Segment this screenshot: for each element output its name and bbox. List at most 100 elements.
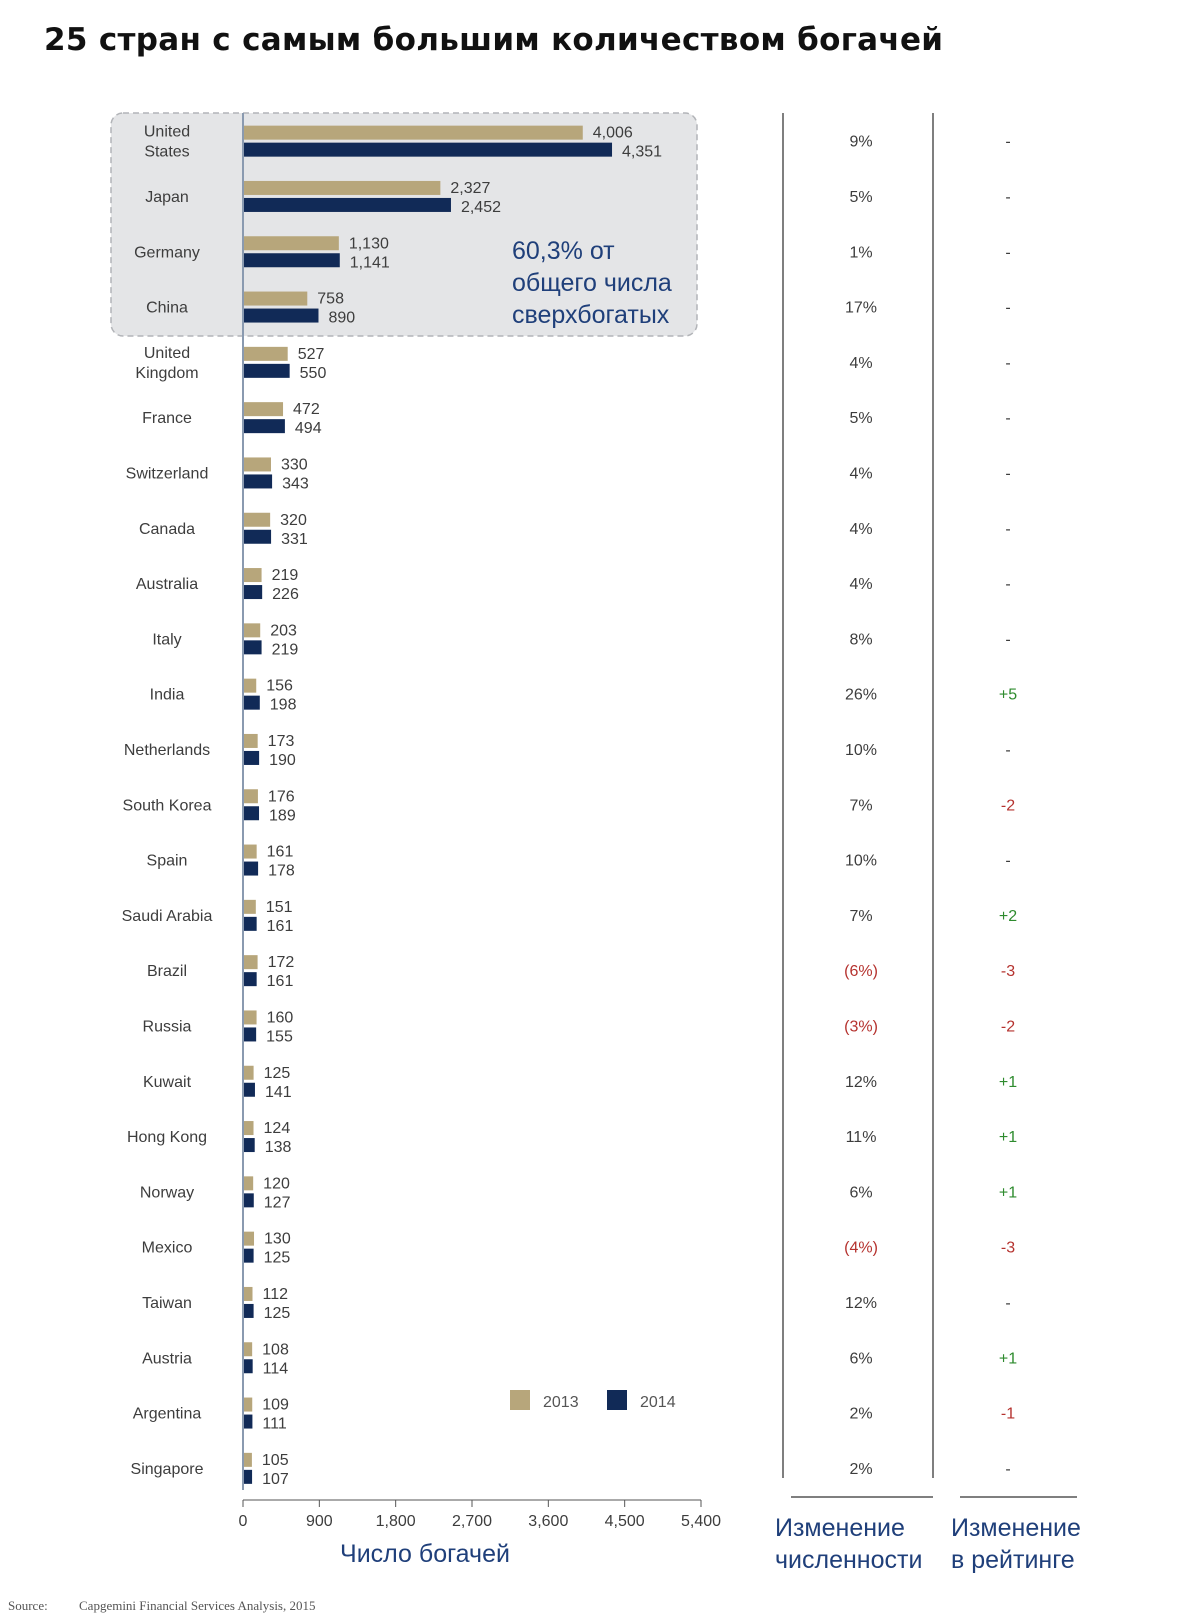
x-axis-title: Число богачей: [340, 1540, 510, 1568]
value-label-2013: 176: [268, 788, 295, 805]
change-rank-value: -1: [1001, 1406, 1015, 1423]
change-population-value: 12%: [845, 1295, 877, 1312]
bar-2013: [244, 678, 257, 693]
country-label: United States: [144, 124, 190, 161]
x-tick-label: 4,500: [605, 1513, 645, 1530]
change-column-title-line-2: численности: [775, 1546, 922, 1574]
country-label: Taiwan: [142, 1295, 192, 1312]
value-label-2014: 141: [265, 1084, 292, 1101]
value-label-2014: 111: [262, 1416, 286, 1433]
country-label: Singapore: [131, 1461, 204, 1478]
callout-line-3: сверхбогатых: [512, 301, 670, 329]
bar-2013: [244, 1286, 253, 1301]
page-title: 25 стран с самым большим количеством бог…: [44, 22, 944, 58]
value-label-2013: 124: [264, 1120, 291, 1137]
value-label-2014: 190: [269, 752, 296, 769]
change-population-value: 8%: [849, 631, 872, 648]
value-label-2014: 161: [267, 918, 294, 935]
value-label-2014: 890: [328, 310, 355, 327]
bar-2013: [244, 1176, 254, 1191]
bar-2014: [244, 1138, 255, 1153]
bar-2014: [244, 529, 272, 544]
source-label: Source:: [8, 1598, 48, 1613]
bar-2013: [244, 899, 256, 914]
value-label-2013: 203: [270, 622, 297, 639]
bar-2013: [244, 180, 441, 195]
chart-row: Germany 1,130 1,141 1% -: [134, 235, 1011, 271]
bar-2014: [244, 806, 260, 821]
legend-swatch-2014: [607, 1390, 627, 1410]
x-tick-label: 5,400: [681, 1513, 721, 1530]
value-label-2014: 494: [295, 420, 322, 437]
change-rank-value: -: [1005, 521, 1010, 538]
bar-2014: [244, 585, 263, 600]
x-tick-label: 1,800: [376, 1513, 416, 1530]
chart-row: Argentina 109 111 2% -1: [133, 1397, 1015, 1433]
bar-2014: [244, 750, 260, 765]
country-label-line: Kingdom: [135, 365, 198, 382]
change-population-value: 6%: [849, 1350, 872, 1367]
change-rank-value: -: [1005, 1461, 1010, 1478]
x-tick-label: 900: [306, 1513, 333, 1530]
change-rank-value: -: [1005, 465, 1010, 482]
bar-2013: [244, 1397, 253, 1412]
legend-label-2014: 2014: [640, 1394, 676, 1411]
chart-row: Brazil 172 161 (6%) -3: [147, 954, 1015, 990]
country-label: Switzerland: [126, 465, 209, 482]
bar-2014: [244, 1027, 257, 1042]
value-label-2014: 550: [300, 365, 327, 382]
chart-row: France 472 494 5% -: [142, 401, 1011, 437]
bar-2013: [244, 1065, 254, 1080]
bar-2014: [244, 1414, 253, 1429]
country-label: Spain: [147, 853, 188, 870]
bar-2013: [244, 955, 258, 970]
bar-2013: [244, 402, 284, 417]
country-label: United Kingdom: [135, 345, 198, 382]
value-label-2013: 527: [298, 346, 325, 363]
change-population-value: (4%): [844, 1240, 878, 1257]
change-rank-value: -: [1005, 355, 1010, 372]
chart-row: Saudi Arabia 151 161 7% +2: [122, 899, 1018, 935]
source-text: Capgemini Financial Services Analysis, 2…: [79, 1598, 316, 1613]
change-population-value: 11%: [846, 1129, 877, 1146]
bar-2014: [244, 253, 340, 268]
bar-2013: [244, 457, 271, 472]
country-label: Russia: [143, 1018, 192, 1035]
value-label-2014: 127: [264, 1194, 291, 1211]
change-rank-value: +1: [999, 1350, 1017, 1367]
chart-row: India 156 198 26% +5: [150, 678, 1018, 714]
callout-line-2: общего числа: [512, 269, 672, 297]
chart-row: China 758 890 17% -: [146, 291, 1011, 327]
change-population-value: (3%): [844, 1018, 878, 1035]
chart-row: Norway 120 127 6% +1: [140, 1175, 1017, 1211]
bar-2013: [244, 1121, 254, 1136]
bar-2013: [244, 733, 258, 748]
change-population-value: 10%: [845, 853, 877, 870]
callout-line-1: 60,3% от: [512, 237, 615, 265]
change-population-value: 4%: [849, 355, 872, 372]
highlight-callout: 60,3% от общего числа сверхбогатых: [512, 237, 672, 329]
bar-2013: [244, 291, 308, 306]
value-label-2013: 161: [267, 844, 294, 861]
change-rank-value: -: [1005, 300, 1010, 317]
change-population-value: 7%: [849, 908, 872, 925]
country-label: China: [146, 300, 188, 317]
change-rank-value: -: [1005, 189, 1010, 206]
bar-2013: [244, 236, 339, 251]
bar-2014: [244, 695, 260, 710]
rank-column-title-line-1: Изменение: [951, 1514, 1081, 1542]
value-label-2014: 178: [268, 863, 295, 880]
chart-row: United States 4,006 4,351 9% -: [144, 124, 1011, 161]
value-label-2013: 156: [266, 678, 293, 695]
value-label-2013: 172: [268, 954, 295, 971]
value-label-2013: 219: [272, 567, 299, 584]
bar-2014: [244, 1248, 254, 1263]
bar-2014: [244, 972, 257, 987]
x-tick-label: 2,700: [452, 1513, 492, 1530]
change-rank-value: +1: [999, 1129, 1017, 1146]
value-label-2014: 4,351: [622, 144, 662, 161]
chart-row: Italy 203 219 8% -: [152, 622, 1010, 658]
value-label-2013: 108: [262, 1341, 289, 1358]
bar-2014: [244, 1082, 255, 1097]
change-population-value: 12%: [845, 1074, 877, 1091]
